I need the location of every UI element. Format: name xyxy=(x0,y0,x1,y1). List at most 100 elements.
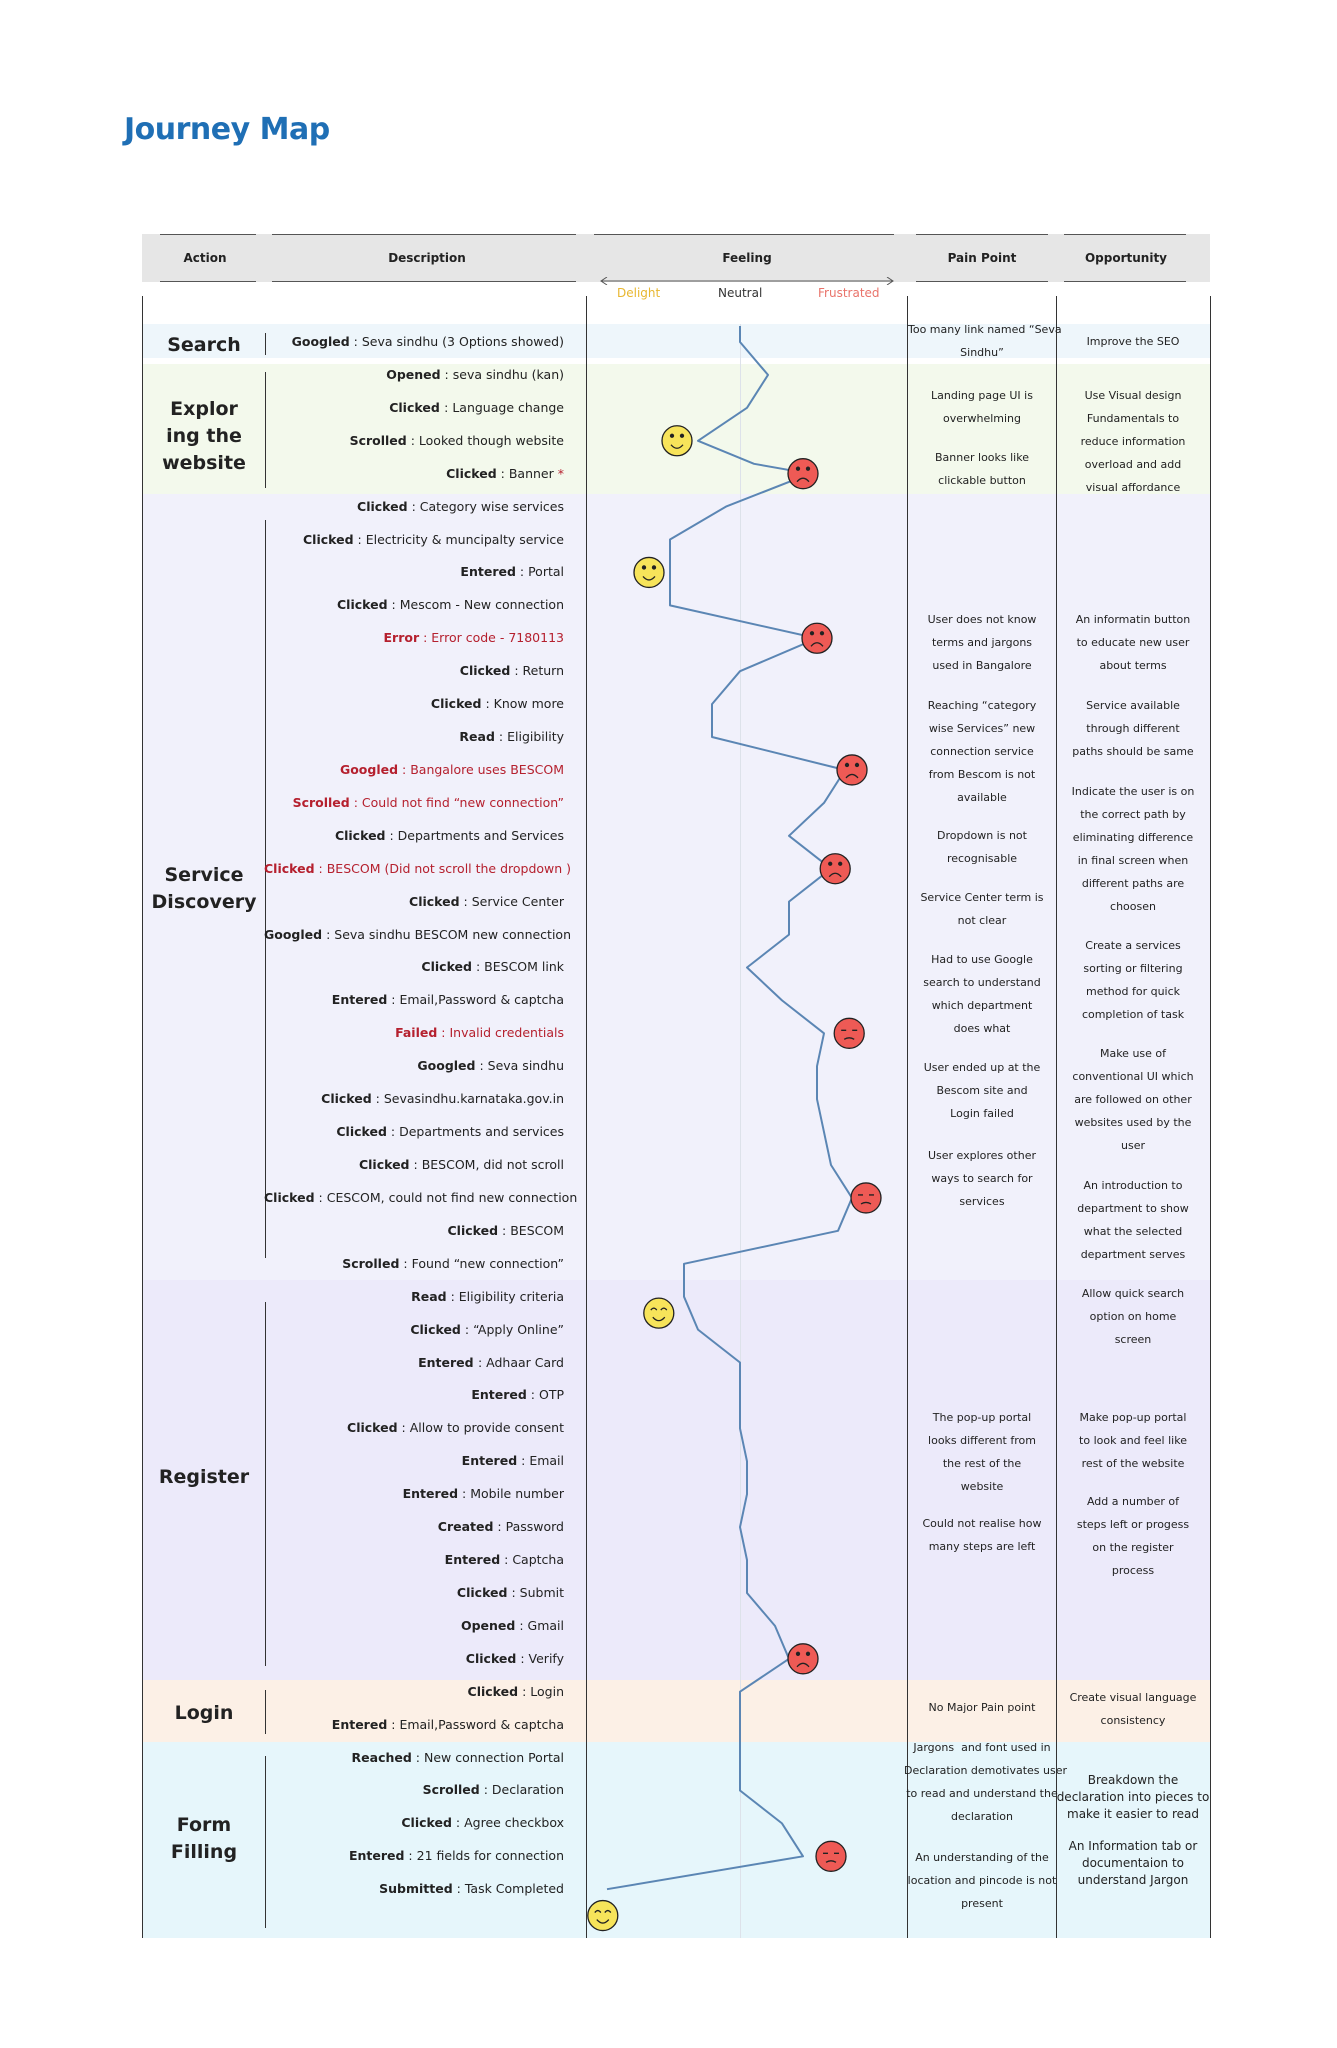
sad-face-icon xyxy=(801,622,833,654)
action-row: Entered : Email,Password & captcha xyxy=(331,992,564,1008)
action-row: Entered : Adhaar Card xyxy=(418,1354,564,1370)
action-verb: Entered xyxy=(460,564,516,580)
action-row: Opened : Gmail xyxy=(460,1617,564,1633)
pain-point: User does not know terms and jargons use… xyxy=(927,613,1037,672)
action-detail: Banner xyxy=(508,465,554,481)
header-description: Description xyxy=(388,251,466,265)
pain-point: User ended up at the Bescom site and Log… xyxy=(923,1061,1041,1120)
action-row: Clicked : BESCOM (Did not scroll the dro… xyxy=(264,860,572,876)
action-detail: Email,Password & captcha xyxy=(399,992,564,1008)
action-detail: Submit xyxy=(519,1584,564,1600)
action-detail: OTP xyxy=(538,1387,564,1403)
action-verb: Entered xyxy=(461,1453,518,1469)
column-divider xyxy=(907,296,908,1938)
action-detail: Know more xyxy=(493,696,564,712)
action-detail: Error code - 7180113 xyxy=(431,630,564,646)
action-detail: BESCOM xyxy=(510,1222,564,1238)
action-row: Clicked : “Apply Online” xyxy=(410,1321,564,1337)
opportunity: An Information tab or documentaion to un… xyxy=(1068,1839,1198,1887)
action-verb: Error xyxy=(383,630,420,646)
opportunity: An introduction to department to show wh… xyxy=(1077,1179,1189,1261)
action-verb: Clicked xyxy=(302,531,354,547)
action-row: Error : Error code - 7180113 xyxy=(383,630,564,646)
action-detail: Declaration xyxy=(491,1782,564,1798)
action-detail: Language change xyxy=(452,399,564,415)
action-detail: Verify xyxy=(528,1650,564,1666)
action-verb: Scrolled xyxy=(292,794,350,810)
action-detail: Bangalore uses BESCOM xyxy=(410,761,564,777)
action-row: Submitted : Task Completed xyxy=(379,1881,564,1897)
neutral-axis xyxy=(740,324,741,1938)
sad-face-icon xyxy=(787,1643,819,1675)
action-detail: Departments and services xyxy=(399,1124,564,1140)
action-verb: Entered xyxy=(418,1354,478,1370)
action-detail: Return xyxy=(522,663,564,679)
action-row: Clicked : Departments and Services xyxy=(334,827,564,843)
action-detail: Adhaar Card xyxy=(486,1354,564,1370)
action-verb: Clicked xyxy=(459,663,511,679)
action-row: Googled : Seva sindhu (3 Options showed) xyxy=(291,334,564,349)
pain-point: Service Center term is not clear xyxy=(920,891,1044,927)
scale-neutral: Neutral xyxy=(718,286,763,300)
action-verb: Clicked xyxy=(430,696,482,712)
action-row: Clicked : Electricity & muncipalty servi… xyxy=(302,531,564,547)
action-detail: 21 fields for connection xyxy=(416,1848,564,1864)
action-row: Clicked : Return xyxy=(459,663,564,679)
opportunity: Use Visual design Fundamentals to reduce… xyxy=(1080,389,1186,494)
happy-face-icon xyxy=(587,1899,619,1932)
action-row: Scrolled : Looked though website xyxy=(349,432,564,448)
action-row: Entered : Email xyxy=(461,1453,564,1469)
header-rule xyxy=(1064,281,1186,282)
action-detail: Found “new connection” xyxy=(411,1255,564,1271)
sad-face-icon xyxy=(819,853,851,885)
action-verb: Clicked xyxy=(409,893,460,909)
opportunity: Service available through different path… xyxy=(1072,699,1194,758)
action-row: Clicked : Submit xyxy=(456,1584,564,1600)
action-row: Opened : seva sindhu (kan) xyxy=(386,366,564,382)
opportunity: Make pop-up portal to look and feel like… xyxy=(1079,1411,1187,1470)
action-row: Clicked : Language change xyxy=(389,399,564,415)
action-row: Failed : Invalid credentials xyxy=(395,1025,564,1041)
action-row: Entered : Mobile number xyxy=(402,1486,564,1502)
action-detail: Electricity & muncipalty service xyxy=(365,531,564,547)
action-detail: Looked though website xyxy=(418,432,564,448)
stage-search: Search xyxy=(167,334,241,356)
pain-point: User explores other ways to search for s… xyxy=(927,1149,1036,1208)
happy-face-icon xyxy=(633,556,665,589)
action-verb: Clicked xyxy=(421,959,472,975)
stage-service-discovery: Service Discovery xyxy=(151,864,257,913)
scale-frustrated: Frustrated xyxy=(818,286,880,300)
header-rule xyxy=(916,281,1048,282)
action-verb: Clicked xyxy=(465,1650,517,1666)
action-row: Clicked : Category wise services xyxy=(357,498,564,514)
sad-face-icon xyxy=(815,1840,847,1872)
action-detail: BESCOM (Did not scroll the dropdown ) xyxy=(326,860,572,876)
action-verb: Entered xyxy=(331,1716,388,1732)
action-row: Entered : 21 fields for connection xyxy=(348,1848,564,1864)
header-pain-point: Pain Point xyxy=(947,251,1017,265)
action-detail: BESCOM link xyxy=(484,959,564,975)
action-verb: Clicked xyxy=(357,498,408,514)
action-verb: Googled xyxy=(339,761,399,777)
page-title: Journey Map xyxy=(124,112,330,147)
action-verb: Scrolled xyxy=(422,1782,480,1798)
action-verb: Entered xyxy=(331,992,388,1008)
action-verb: Clicked xyxy=(347,1420,398,1436)
action-verb: Clicked xyxy=(446,465,497,481)
action-detail: Email xyxy=(529,1453,564,1469)
stage-divider xyxy=(265,333,266,355)
action-verb: Entered xyxy=(471,1387,527,1403)
stage-divider xyxy=(265,520,266,1258)
pain-point: Banner looks like clickable button xyxy=(935,451,1029,487)
action-detail: Could not find “new connection” xyxy=(361,794,564,810)
action-verb: Clicked xyxy=(321,1091,372,1107)
action-detail: Agree checkbox xyxy=(464,1815,564,1831)
action-verb: Clicked xyxy=(447,1222,499,1238)
header-rule xyxy=(160,281,256,282)
pain-point: Landing page UI is overwhelming xyxy=(931,389,1033,425)
action-row: Clicked : Service Center xyxy=(409,893,564,909)
action-verb: Googled xyxy=(417,1058,476,1074)
action-detail: Email,Password & captcha xyxy=(399,1716,564,1732)
column-divider xyxy=(1210,296,1211,1938)
